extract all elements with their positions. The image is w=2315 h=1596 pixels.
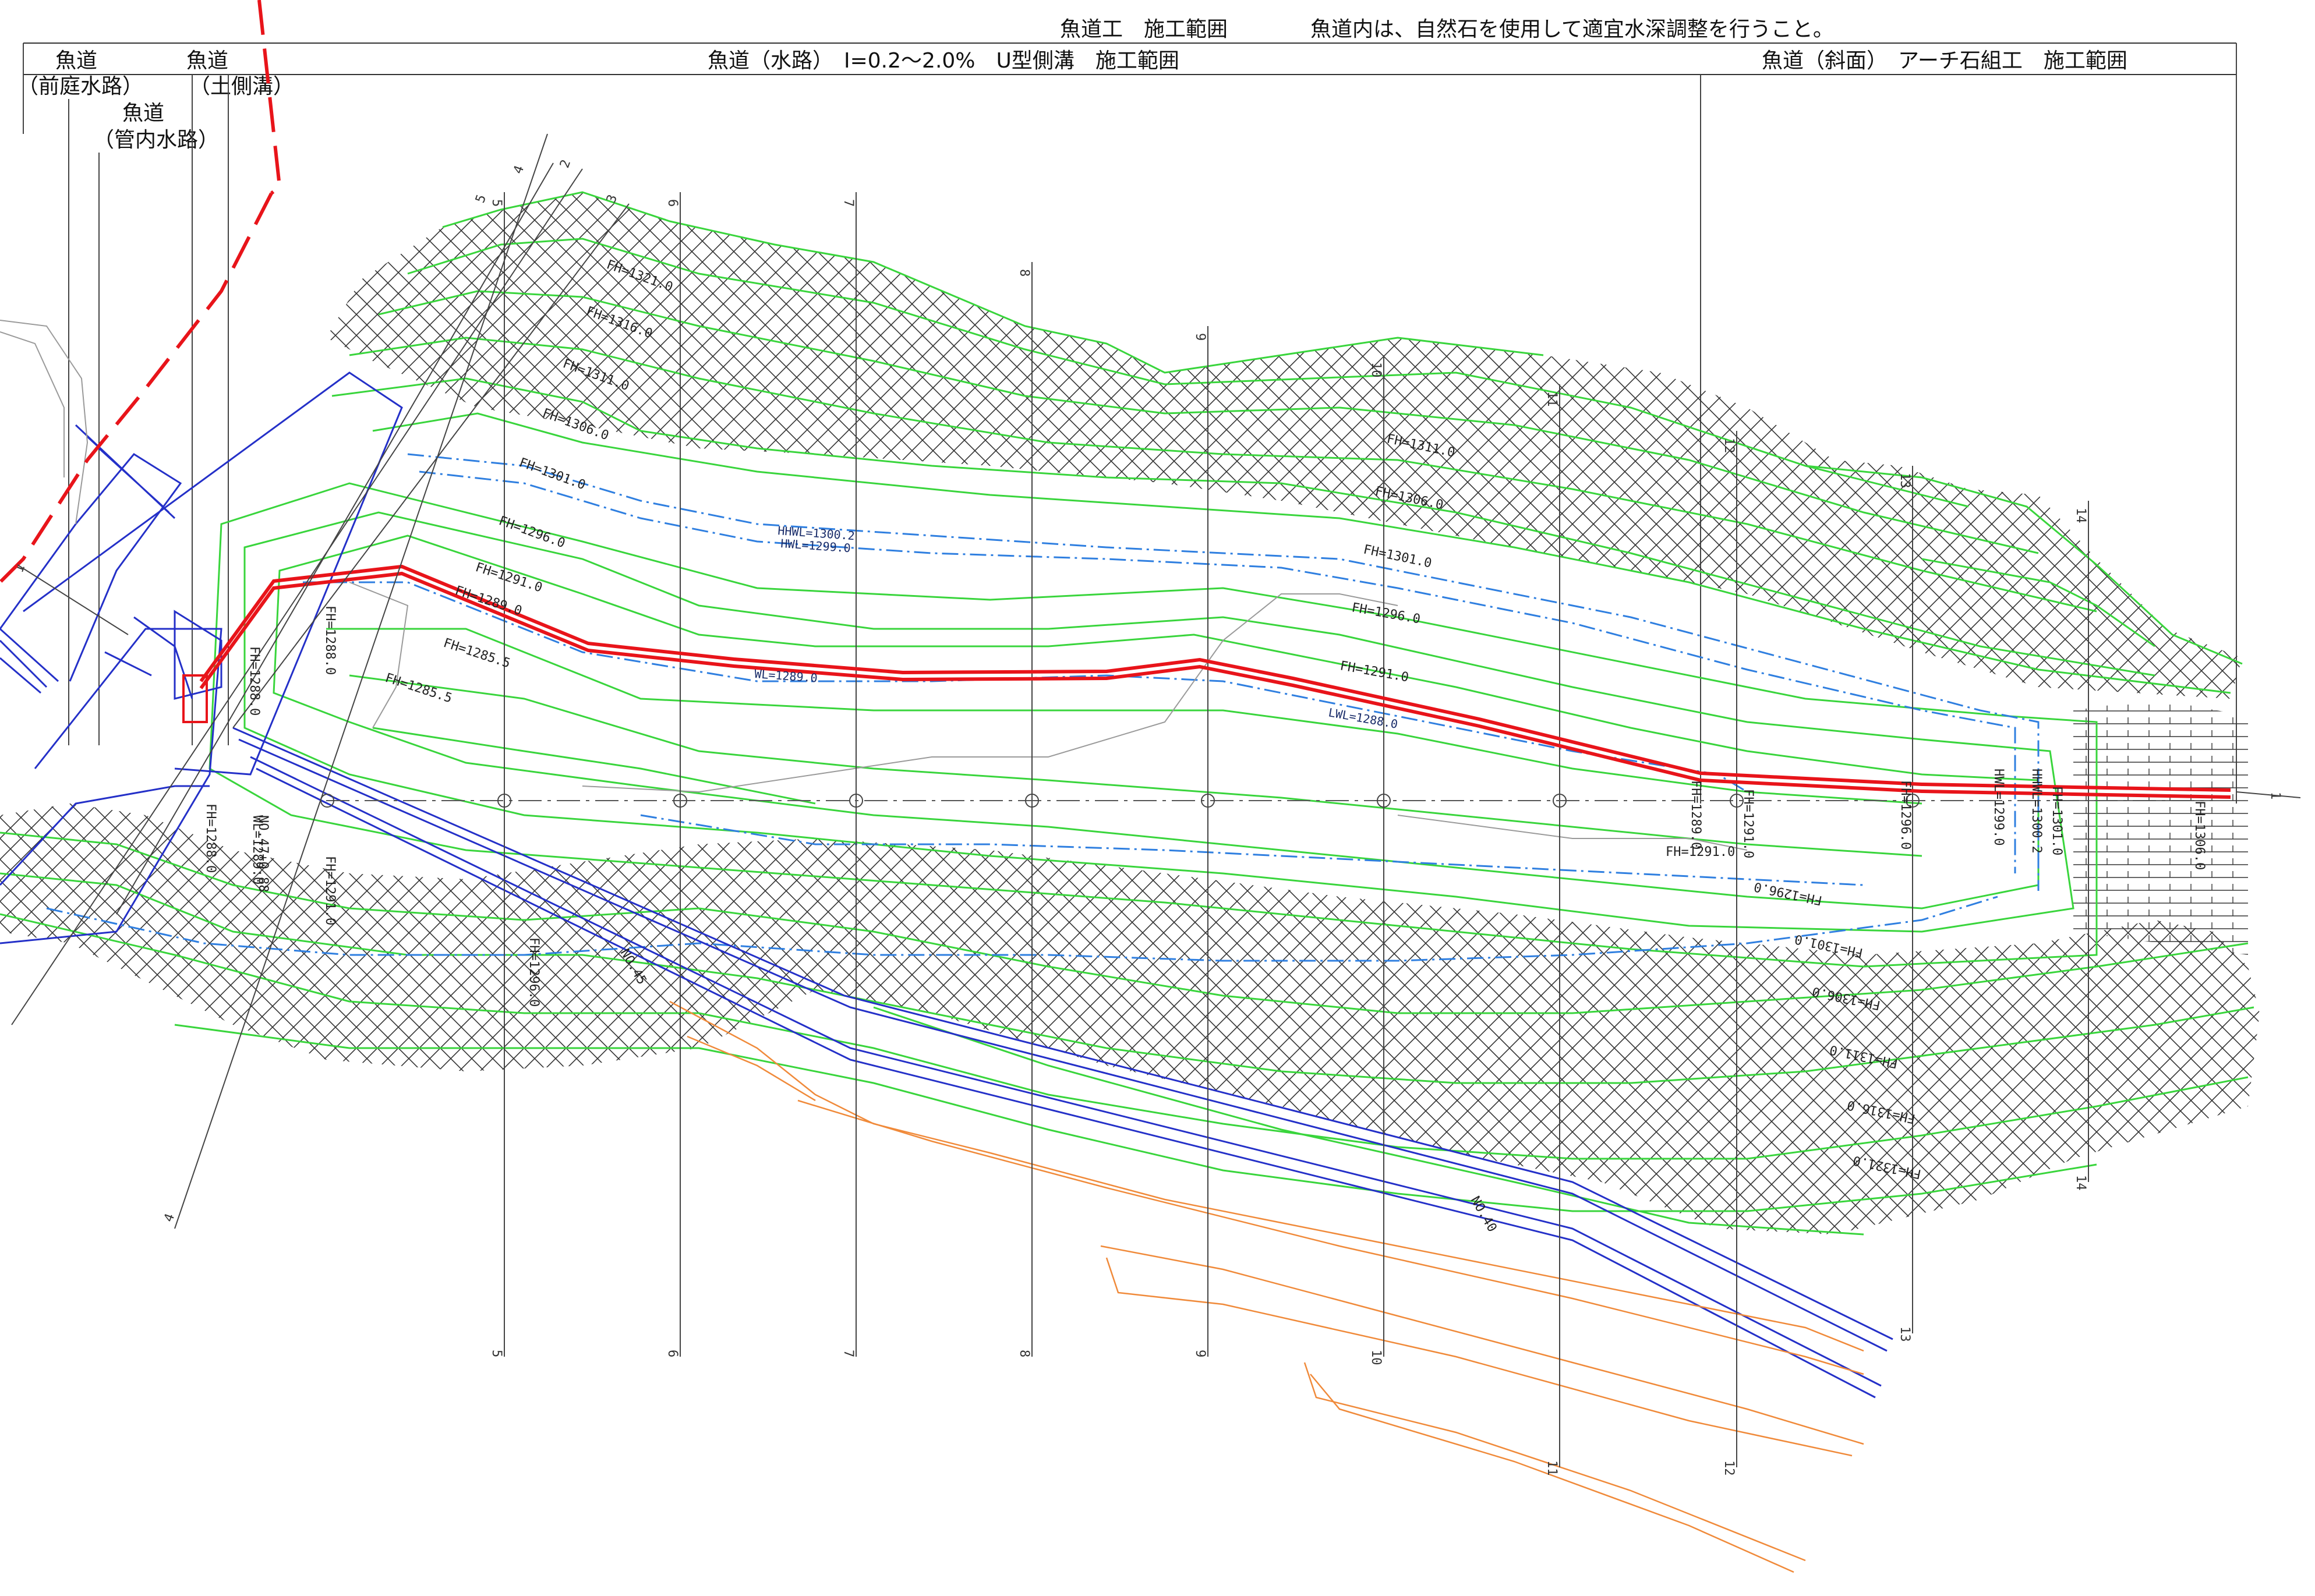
contour-label-top-6: FH=1296.0	[497, 514, 567, 551]
left-labels: 魚道 （前庭水路） 魚道 （土側溝） 魚道 （管内水路）	[17, 49, 294, 745]
section-label-top-9: 9	[1193, 333, 1207, 341]
fishway-label-a: 魚道	[55, 49, 97, 73]
contour-label-left-6: FH=1296.0	[526, 937, 541, 1007]
contour-label-top-9: FH=1285.5	[441, 636, 512, 671]
existing-ground-lines	[669, 1000, 1864, 1573]
section-label-bottom-12: 12	[1722, 1460, 1736, 1476]
water-level-lines	[46, 453, 2040, 962]
centerline	[320, 794, 2213, 808]
section-label-bottom-6: 6	[665, 1350, 680, 1357]
lower-slope-hatch	[0, 699, 2260, 1236]
pond-contours	[208, 482, 2098, 968]
header-ranges: 魚道工 施工範囲 魚道内は、自然石を使用して適宜水深調整を行うこと。 魚道（水路…	[23, 17, 2237, 804]
contour-label-top-8: FH=1289.0	[453, 583, 524, 619]
diagonal-sections	[11, 133, 2301, 1229]
section-label-bottom-14: 14	[2073, 1175, 2088, 1191]
section-label-top-14: 14	[2073, 508, 2088, 523]
slope-range-title: 魚道（斜面） アーチ石組工 施工範囲	[1762, 49, 2127, 73]
contour-label-vertical-3: FH=1296.0	[1898, 780, 1913, 850]
section-label-5: 5	[473, 193, 489, 205]
contour-label-vertical-4: HWL=1299.0	[1991, 769, 2006, 845]
contour-label-vertical-5: HHWL=1300.2	[2029, 769, 2044, 854]
section-label-bottom-13: 13	[1897, 1326, 1912, 1342]
section-label-bottom-9: 9	[1193, 1350, 1207, 1357]
section-label-4-end: 4	[161, 1212, 178, 1224]
section-label-top-7: 7	[841, 199, 856, 207]
survey-mark-40: NO.40	[1468, 1194, 1500, 1235]
contour-label-vertical-6: FH=1301.0	[2049, 786, 2064, 855]
contour-label-right-3: FH=1301.0	[1362, 542, 1433, 571]
contour-label-left-4: WL=1289.0	[250, 815, 264, 884]
section-label-top-10: 10	[1369, 362, 1383, 378]
existing-contours	[0, 320, 1748, 851]
section-label-4: 4	[511, 164, 527, 176]
contour-label-right-4: FH=1296.0	[1351, 600, 1422, 627]
contour-label-bottom-1: FH=1291.0	[1666, 845, 1735, 859]
section-label-top-13: 13	[1897, 473, 1912, 489]
section-label-top-6: 6	[665, 199, 680, 207]
note-text: 魚道内は、自然石を使用して適宜水深調整を行うこと。	[1310, 17, 1834, 41]
fishway-label-b: 魚道	[186, 49, 228, 73]
contour-label-vertical-1: FH=1289.0	[1688, 780, 1703, 850]
fishway-label-c: 魚道	[122, 101, 164, 125]
section-label-top-12: 12	[1722, 438, 1736, 454]
section-label-bottom-11: 11	[1544, 1460, 1559, 1476]
contour-label-top-7: FH=1291.0	[473, 560, 544, 596]
contour-label-left-3: FH=1288.0	[203, 804, 218, 873]
section-label-top-5: 5	[489, 199, 504, 207]
contour-label-left-1: FH=1288.0	[247, 646, 261, 716]
section-label-bottom-7: 7	[841, 1350, 856, 1357]
contour-label-right-5: FH=1291.0	[1339, 659, 1410, 685]
contour-label-left-5: FH=1291.0	[323, 856, 337, 925]
upper-slope-hatch	[326, 191, 2243, 699]
fishway-work-range-title: 魚道工 施工範囲	[1060, 17, 1228, 41]
section-label-bottom-10: 10	[1369, 1350, 1383, 1365]
lwl-label: LWL=1288.0	[1327, 705, 1399, 731]
front-garden-label: （前庭水路）	[17, 75, 143, 98]
section-label-bottom-5: 5	[489, 1350, 504, 1357]
contour-label-vertical-2: FH=1291.0	[1741, 789, 1755, 858]
section-label-2: 2	[557, 158, 574, 170]
contour-label-top-10: FH=1285.5	[383, 671, 454, 706]
section-label-top-11: 11	[1544, 391, 1559, 407]
fishway-centerline	[0, 0, 2231, 799]
survey-mark-47: NO.47+0.88	[256, 815, 270, 892]
contour-label-left-2: FH=1288.0	[323, 606, 337, 675]
channel-range-title: 魚道（水路） I=0.2～2.0% U型側溝 施工範囲	[708, 49, 1179, 73]
wl-label: WL=1289.0	[754, 667, 818, 685]
section-label-bottom-8: 8	[1017, 1350, 1031, 1357]
section-label-top-8: 8	[1017, 269, 1031, 277]
earth-ditch-label: （土側溝）	[189, 75, 294, 98]
contour-label-top-5: FH=1301.0	[517, 455, 588, 493]
pipe-channel-label: （管内水路）	[93, 128, 219, 152]
contour-label-vertical-7: FH=1306.0	[2192, 801, 2207, 870]
